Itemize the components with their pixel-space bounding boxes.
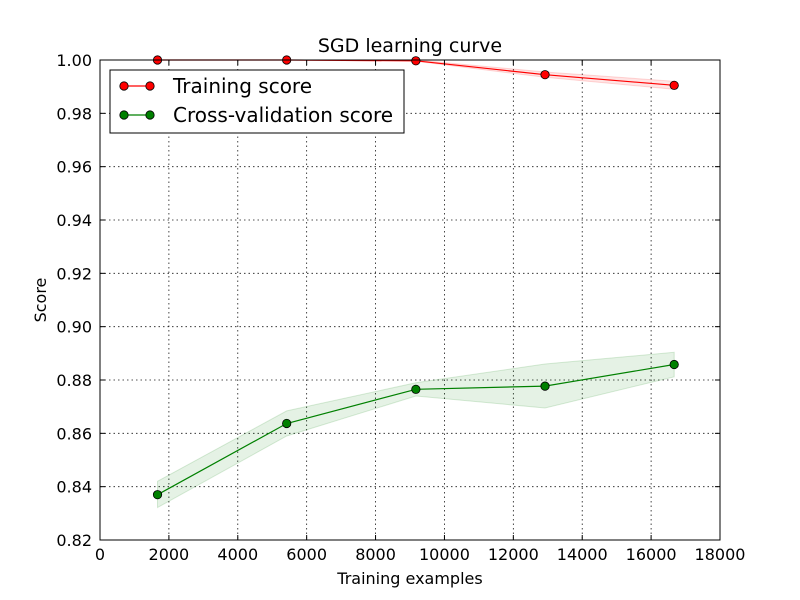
x-axis-label: Training examples	[336, 569, 482, 588]
y-tick-label: 0.88	[56, 371, 92, 390]
y-tick-label: 0.94	[56, 211, 92, 230]
y-tick-label: 0.96	[56, 158, 92, 177]
x-tick-label: 18000	[695, 545, 746, 564]
y-axis-label: Score	[31, 278, 50, 323]
legend-marker	[119, 81, 129, 91]
legend-label: Training score	[172, 74, 312, 98]
series-1-point	[152, 490, 163, 500]
grid	[100, 60, 720, 540]
legend-box	[109, 69, 405, 134]
series-1-confidence-band	[157, 351, 675, 509]
series-0-point	[669, 80, 679, 90]
series-0-point	[411, 56, 421, 66]
x-tick-label: 8000	[355, 545, 396, 564]
y-tick-label: 0.92	[56, 264, 92, 283]
legend-marker	[145, 110, 155, 120]
y-tick-label: 0.90	[56, 318, 92, 337]
series-1-point	[540, 381, 550, 391]
series-1-point	[282, 418, 292, 429]
x-tick-label: 2000	[149, 545, 190, 564]
legend-marker	[145, 81, 155, 91]
legend: Training score Cross-validation score	[109, 69, 405, 134]
y-tick-label: 0.98	[56, 104, 92, 123]
legend-label: Cross-validation score	[173, 103, 393, 127]
x-tick-label: 0	[95, 545, 105, 564]
series-0-point	[540, 70, 550, 80]
y-tick-label: 1.00	[56, 51, 92, 70]
x-tick-label: 12000	[488, 545, 539, 564]
axis-ticks: 0 2000 4000 6000 8000 10000 12000 14000 16000 180…	[56, 51, 745, 564]
chart-title: SGD learning curve	[318, 35, 502, 57]
series-1-point	[411, 384, 421, 394]
legend-marker	[119, 110, 129, 120]
x-tick-label: 14000	[557, 545, 608, 564]
plot-frame	[99, 59, 721, 541]
x-tick-label: 10000	[419, 545, 470, 564]
x-tick-label: 6000	[286, 545, 327, 564]
series-1-point	[669, 359, 679, 370]
y-tick-label: 0.86	[56, 424, 92, 443]
x-tick-label: 16000	[626, 545, 677, 564]
y-tick-label: 0.82	[56, 531, 92, 550]
y-tick-label: 0.84	[56, 478, 92, 497]
x-tick-label: 4000	[217, 545, 258, 564]
